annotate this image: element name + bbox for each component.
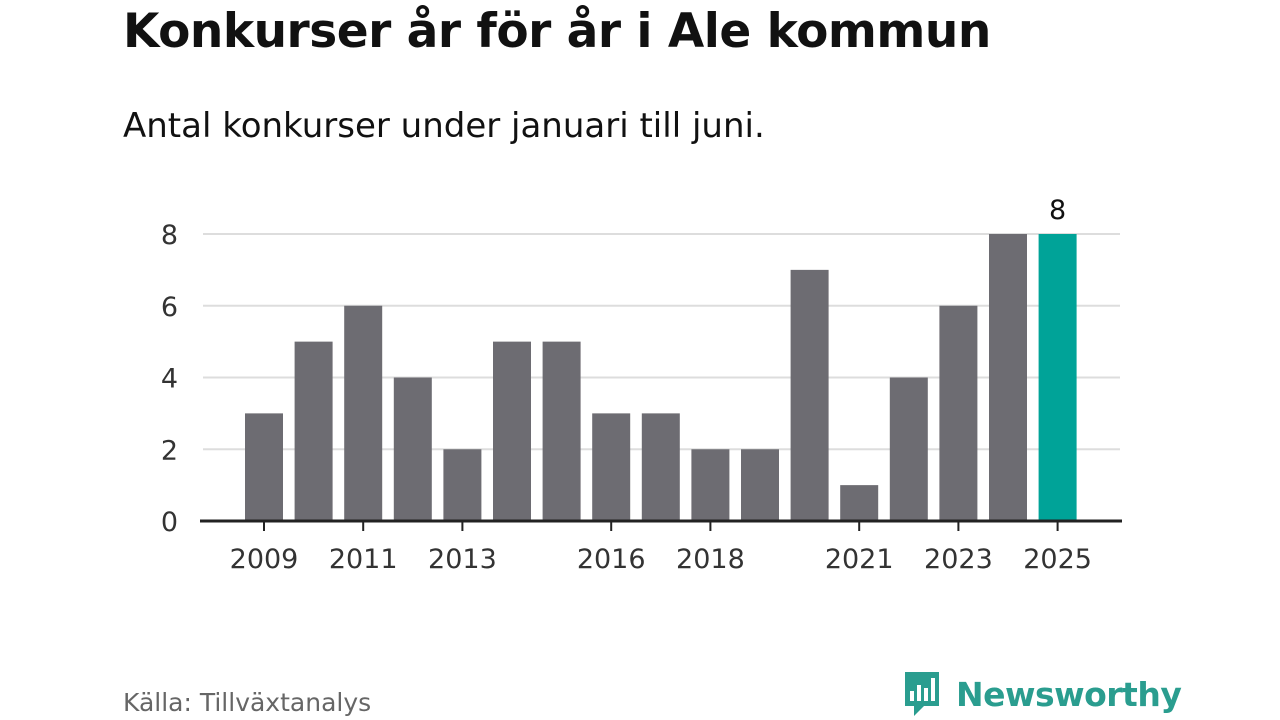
bar-2012 xyxy=(393,377,432,521)
bar-2017 xyxy=(641,413,680,521)
bar-2010 xyxy=(294,341,333,521)
x-tick-label: 2021 xyxy=(825,544,894,575)
x-tick-label: 2013 xyxy=(428,544,497,575)
tick-labels: 0 2 4 6 8 8 2009 2011 2013 2016 2018 2021 2023 2025 xyxy=(161,195,1092,575)
x-tick-label: 2023 xyxy=(924,544,993,575)
bar-2013 xyxy=(443,449,482,521)
chart-subtitle: Antal konkurser under januari till juni. xyxy=(123,106,765,146)
bar-2025 xyxy=(1038,234,1077,521)
bar-2018 xyxy=(691,449,730,521)
bar-2009 xyxy=(245,413,283,521)
y-tick-label: 6 xyxy=(161,292,178,323)
source-note: Källa: Tillväxtanalys xyxy=(123,688,372,717)
bar-2014 xyxy=(493,341,531,521)
chart-title: Konkurser år för år i Ale kommun xyxy=(123,4,991,59)
bars xyxy=(245,234,1077,521)
bar-2016 xyxy=(592,413,631,521)
y-tick-label: 8 xyxy=(161,220,178,251)
y-tick-label: 2 xyxy=(161,435,178,466)
data-label-2025: 8 xyxy=(1049,195,1066,226)
axes xyxy=(200,519,1122,531)
x-tick-label: 2011 xyxy=(329,544,398,575)
x-tick-label: 2025 xyxy=(1023,544,1092,575)
bar-2019 xyxy=(741,449,779,521)
bar-2022 xyxy=(889,377,928,521)
bar-2021 xyxy=(840,485,879,521)
x-tick-label: 2018 xyxy=(676,544,745,575)
bar-2023 xyxy=(939,305,978,521)
y-tick-label: 4 xyxy=(161,364,178,395)
x-tick-label: 2009 xyxy=(230,544,299,575)
bar-2020 xyxy=(790,269,829,521)
newsworthy-logo: Newsworthy xyxy=(902,669,1182,719)
bar-2015 xyxy=(542,341,581,521)
brand-name: Newsworthy xyxy=(956,674,1182,714)
bar-2024 xyxy=(989,234,1027,521)
x-tick-label: 2016 xyxy=(577,544,646,575)
bar-chart: 0 2 4 6 8 8 2009 2011 2013 2016 2018 2021 2023 2025 xyxy=(161,195,1122,575)
chart-logo-icon xyxy=(905,672,939,716)
bar-2011 xyxy=(344,305,383,521)
y-tick-label: 0 xyxy=(161,507,178,538)
